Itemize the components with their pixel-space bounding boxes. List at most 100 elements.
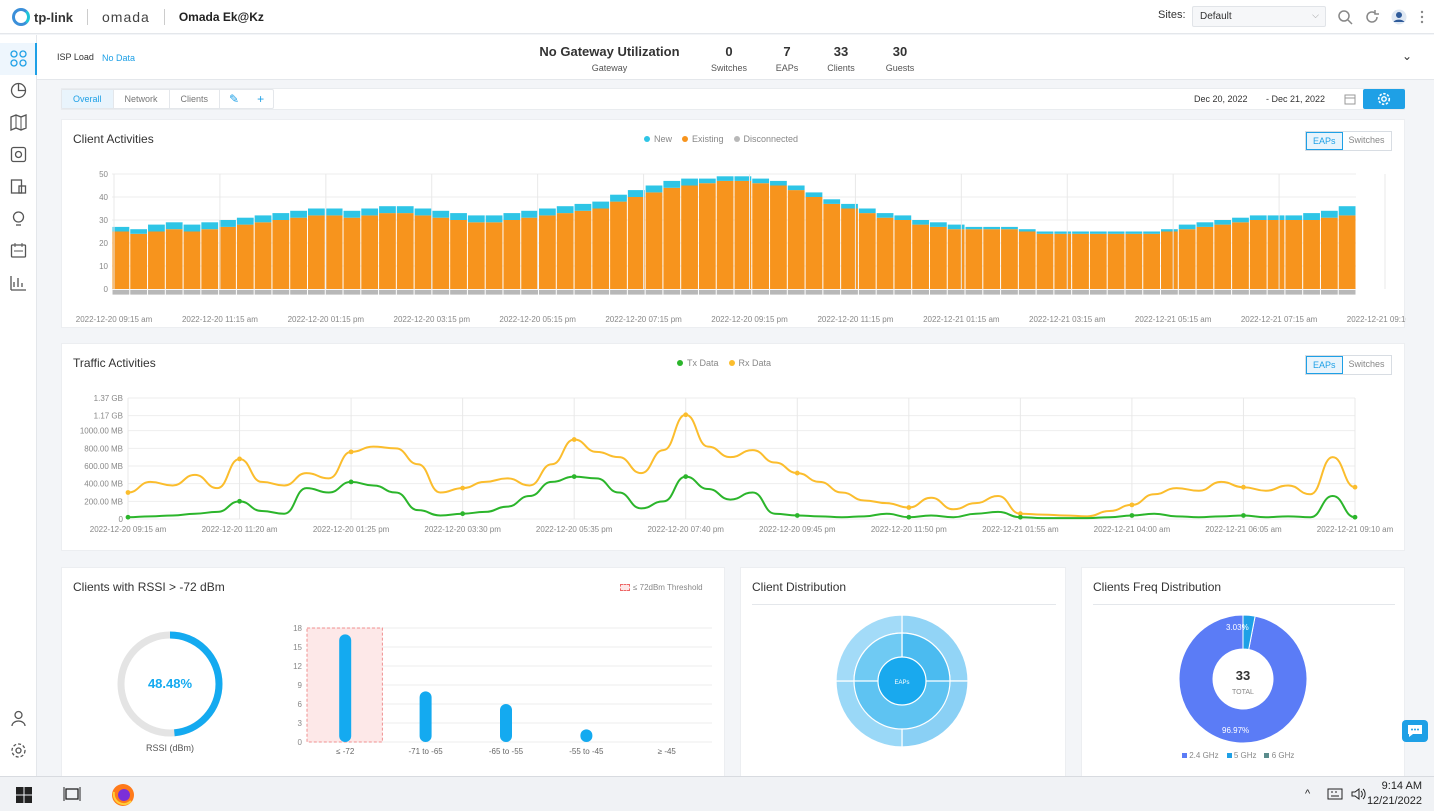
widget-settings-button[interactable] <box>1363 89 1405 109</box>
clients-icon[interactable] <box>10 178 27 195</box>
bar-existing <box>1178 229 1196 289</box>
bar-new <box>379 206 396 214</box>
bar-existing <box>1320 217 1338 289</box>
legend-item-tx[interactable]: Tx Data <box>677 358 719 368</box>
chat-support-button[interactable] <box>1402 720 1428 742</box>
bar-new <box>1072 231 1089 234</box>
statistics-pie-icon[interactable] <box>10 82 27 99</box>
stat-switches[interactable]: 0 Switches <box>699 44 759 73</box>
bar-disconnected <box>165 290 183 295</box>
bar-disconnected <box>734 290 752 295</box>
date-to[interactable]: - Dec 21, 2022 <box>1266 94 1326 104</box>
bar-new <box>716 176 734 181</box>
toggle-eaps[interactable]: EAPs <box>1306 132 1343 150</box>
freq-legend: 2.4 GHz 5 GHz 6 GHz <box>1182 751 1294 760</box>
site-select-value: Default <box>1200 11 1232 22</box>
bar-new <box>343 210 361 218</box>
more-vertical-icon[interactable] <box>1418 9 1426 25</box>
tab-clients[interactable]: Clients <box>170 90 221 108</box>
sunburst-center[interactable] <box>877 656 927 706</box>
sunburst-center-label: EAPs <box>894 680 909 686</box>
calendar-icon[interactable] <box>1344 93 1356 105</box>
refresh-icon[interactable] <box>1364 9 1380 25</box>
series-point <box>571 474 577 480</box>
add-icon[interactable]: + <box>257 92 265 106</box>
y-tick-label: 400.00 MB <box>84 480 123 489</box>
reports-chart-icon[interactable] <box>10 274 27 291</box>
windows-start-icon[interactable] <box>16 787 32 803</box>
bar-existing <box>947 229 965 289</box>
stat-clients[interactable]: 33 Clients <box>811 44 871 73</box>
bar-new <box>254 215 272 223</box>
x-tick-label: 2022-12-21 04:00 am <box>1094 525 1171 534</box>
bar-existing <box>716 180 734 289</box>
x-tick-label: 2022-12-20 05:15 pm <box>499 315 576 324</box>
firefox-icon[interactable] <box>111 783 135 807</box>
settings-gear-icon[interactable] <box>10 742 27 759</box>
legend-item-existing[interactable]: Existing <box>682 134 724 144</box>
bar-disconnected <box>1285 290 1303 295</box>
legend-item-disconnected[interactable]: Disconnected <box>733 134 798 144</box>
stat-label: Clients <box>827 63 855 73</box>
stat-label: EAPs <box>775 63 799 73</box>
rssi-bar-chart: 18 15 12 9 6 3 0 ≤ -72 -71 to -65 -65 to -55 -55 t… <box>293 624 712 756</box>
stat-eaps[interactable]: 7 EAPs <box>757 44 817 73</box>
legend-item-24ghz[interactable]: 2.4 GHz <box>1182 751 1219 760</box>
site-select[interactable]: Default ⌵ <box>1192 6 1326 27</box>
legend-item-rx[interactable]: Rx Data <box>728 358 771 368</box>
keyboard-icon[interactable] <box>1327 787 1343 801</box>
x-tick-label: 2022-12-20 11:20 am <box>202 525 278 534</box>
stat-value: 30 <box>892 44 908 59</box>
system-clock[interactable]: 9:14 AM 12/21/2022 <box>1367 779 1422 809</box>
map-icon[interactable] <box>10 114 27 131</box>
series-point <box>1352 484 1358 490</box>
bar-disconnected <box>1338 290 1356 295</box>
task-view-icon[interactable] <box>63 786 81 802</box>
legend-item-6ghz[interactable]: 6 GHz <box>1264 751 1294 760</box>
tab-overall[interactable]: Overall <box>62 90 114 108</box>
bar-disconnected <box>681 290 698 295</box>
bar-existing <box>965 229 983 289</box>
bar-disconnected <box>698 290 716 295</box>
bar-disconnected <box>1267 290 1285 295</box>
dashboard-icon[interactable] <box>10 50 27 67</box>
bar-existing <box>752 183 770 289</box>
account-icon[interactable] <box>10 710 27 727</box>
toggle-eaps[interactable]: EAPs <box>1306 356 1343 374</box>
bar-disconnected <box>752 290 770 295</box>
y-tick-label: 10 <box>99 262 108 271</box>
bar-new <box>521 210 539 218</box>
series-point <box>794 470 800 476</box>
stat-value: 7 <box>783 44 791 59</box>
date-from[interactable]: Dec 20, 2022 <box>1194 94 1248 104</box>
legend-item-new[interactable]: New <box>644 134 672 144</box>
series-point <box>906 514 912 520</box>
bar-disconnected <box>1001 290 1018 295</box>
series-point <box>125 514 131 520</box>
y-tick-label: 12 <box>293 662 302 671</box>
y-tick-label: 1.37 GB <box>94 394 123 403</box>
x-tick-label: 2022-12-21 06:05 am <box>1205 525 1282 534</box>
toggle-switches[interactable]: Switches <box>1348 359 1385 369</box>
client-activities-chart: 50 40 30 20 10 0 2022-12-20 09:15 am 2022-12-20… <box>76 170 1406 324</box>
bar-existing <box>1196 226 1214 289</box>
collapse-chevron-icon[interactable]: ⌄ <box>1401 49 1412 63</box>
insight-bulb-icon[interactable] <box>10 210 27 227</box>
search-icon[interactable] <box>1337 9 1353 25</box>
series-line-tx-data <box>127 475 1356 520</box>
x-tick-label: 2022-12-21 09:10 am <box>1317 525 1394 534</box>
bar-new <box>1107 231 1125 234</box>
user-avatar-icon[interactable] <box>1391 9 1407 25</box>
bar-existing <box>485 222 503 289</box>
bar-existing <box>841 208 858 289</box>
toggle-switches[interactable]: Switches <box>1348 135 1385 145</box>
legend-item-5ghz[interactable]: 5 GHz <box>1226 751 1256 760</box>
devices-icon[interactable] <box>10 146 27 163</box>
volume-icon[interactable] <box>1350 787 1366 801</box>
tab-network[interactable]: Network <box>114 90 170 108</box>
y-tick-label: 3 <box>298 719 303 728</box>
edit-icon[interactable]: ✎ <box>229 92 240 106</box>
calendar-icon[interactable] <box>10 242 27 259</box>
tray-chevron-up-icon[interactable]: ^ <box>1305 788 1311 800</box>
stat-guests[interactable]: 30 Guests <box>870 44 930 73</box>
